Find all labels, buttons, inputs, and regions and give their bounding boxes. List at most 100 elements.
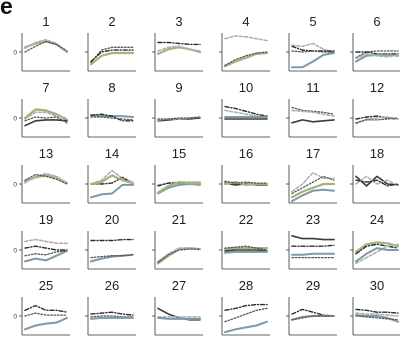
panel-23: 23 — [286, 212, 337, 270]
panel-29: 29 — [286, 278, 337, 336]
panel-15: 15 — [152, 146, 203, 204]
panel-title: 29 — [306, 278, 320, 293]
series-line-dot — [291, 106, 335, 115]
panel-2: 2 — [85, 14, 136, 72]
panel-12: 12 — [350, 80, 400, 138]
zero-tick-label: 0 — [13, 116, 17, 123]
series-line-gray — [157, 247, 201, 263]
panel-title: 4 — [242, 14, 249, 29]
panel-title: 27 — [172, 278, 186, 293]
panel-19: 19 0 — [13, 212, 70, 270]
series-line-gray — [24, 238, 68, 245]
series-line-dash_dot — [24, 245, 68, 251]
panel-11: 11 — [286, 80, 337, 138]
panel-25: 25 0 — [13, 278, 70, 336]
series-line-dot — [24, 312, 68, 317]
panel-title: 1 — [42, 14, 49, 29]
series-line-dark — [291, 235, 335, 241]
series-line-dot — [90, 254, 134, 259]
series-line-blue — [355, 53, 399, 63]
series-line-dot — [224, 180, 268, 184]
series-line-olive — [156, 181, 202, 194]
series-line-blue — [355, 247, 399, 263]
series-line-olive — [354, 241, 400, 253]
series-line-gray — [355, 175, 399, 187]
panel-4: 4 — [219, 14, 270, 72]
panel-title: 26 — [105, 278, 119, 293]
panel-26: 26 — [85, 278, 136, 336]
series-line-dash_dot — [90, 113, 134, 122]
series-line-dot — [90, 315, 134, 318]
panel-8: 8 — [85, 80, 136, 138]
panel-27: 27 — [152, 278, 203, 336]
panel-title: 15 — [172, 146, 186, 161]
series-line-blue — [291, 188, 335, 203]
panel-3: 3 — [152, 14, 203, 72]
series-line-blue — [224, 320, 268, 334]
series-line-blue — [157, 183, 201, 195]
panel-10: 10 — [219, 80, 270, 138]
series-line-gray — [24, 111, 68, 120]
series-line-blue — [291, 252, 335, 256]
panel-title: 20 — [105, 212, 119, 227]
series-line-gray — [355, 243, 399, 265]
panel-title: 3 — [175, 14, 182, 29]
series-line-blue — [90, 183, 134, 199]
series-line-dot — [291, 315, 335, 321]
series-line-dash_dot — [90, 49, 134, 63]
series-line-gray — [291, 171, 335, 193]
series-line-olive — [223, 51, 269, 68]
panel-title: 13 — [39, 146, 53, 161]
series-line-dark — [355, 175, 399, 187]
panel-5: 5 — [286, 14, 337, 72]
panel-title: 28 — [239, 278, 253, 293]
series-line-gray — [355, 53, 399, 60]
panel-6: 6 — [350, 14, 400, 72]
series-line-dot — [355, 50, 399, 59]
series-line-blue — [224, 250, 268, 254]
series-line-olive — [290, 182, 336, 199]
panel-17: 17 — [286, 146, 337, 204]
series-line-dash_dot — [90, 176, 134, 185]
panel-title: 12 — [370, 80, 384, 95]
panel-title: 7 — [42, 80, 49, 95]
panel-title: 21 — [172, 212, 186, 227]
panel-1: 10 — [13, 14, 70, 72]
series-line-dot — [355, 315, 399, 321]
panel-title: 19 — [39, 212, 53, 227]
panel-21: 21 — [152, 212, 203, 270]
series-line-dash_dot — [355, 243, 399, 255]
series-line-blue — [157, 316, 201, 320]
series-line-dash_dot — [291, 244, 335, 247]
panel-title: 14 — [105, 146, 119, 161]
series-line-dark — [291, 119, 335, 124]
series-line-dot — [291, 50, 335, 53]
series-line-olive — [89, 174, 135, 186]
series-line-dot — [157, 116, 201, 120]
panel-letter: e — [0, 0, 13, 19]
panel-title: 8 — [108, 80, 115, 95]
series-line-gray — [224, 35, 268, 42]
panel-22: 22 — [219, 212, 270, 270]
series-line-dot — [355, 117, 399, 124]
zero-tick-label: 0 — [13, 314, 17, 321]
series-line-dash_dot — [224, 303, 268, 311]
panel-14: 14 — [85, 146, 136, 204]
panel-title: 18 — [370, 146, 384, 161]
series-line-dark — [24, 119, 68, 127]
series-line-blue — [291, 52, 335, 69]
panel-13: 13 0 — [13, 146, 70, 204]
series-line-dash_dot — [355, 308, 399, 314]
panel-title: 22 — [239, 212, 253, 227]
series-line-dot — [224, 245, 268, 251]
series-line-dot — [24, 250, 68, 257]
panel-30: 30 — [350, 278, 400, 336]
zero-tick-label: 0 — [13, 182, 17, 189]
series-line-dot — [24, 173, 68, 185]
series-line-dash_dot — [224, 105, 268, 117]
panel-title: 9 — [175, 80, 182, 95]
series-line-dash_dot — [355, 179, 399, 187]
panel-7: 70 — [13, 80, 70, 138]
series-line-olive — [223, 247, 269, 251]
